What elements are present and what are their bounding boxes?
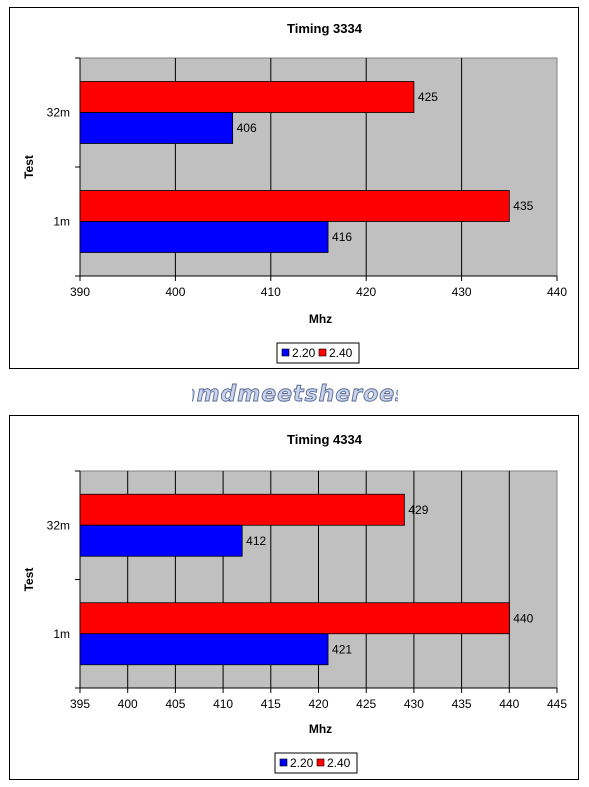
- x-tick-label: 445: [547, 697, 567, 711]
- x-tick-label: 430: [452, 285, 472, 299]
- x-tick-label: 410: [261, 285, 281, 299]
- x-tick-label: 440: [499, 697, 519, 711]
- bar-220-1m: [79, 221, 329, 253]
- watermark-logo: amdmeetsheroes: [192, 382, 398, 408]
- legend-box: [274, 752, 358, 774]
- legend-label: 2.40: [327, 756, 351, 770]
- watermark-text: amdmeetsheroes: [192, 382, 398, 407]
- chart-title: Timing 3334: [287, 21, 363, 36]
- x-axis-title: Mhz: [309, 722, 332, 736]
- x-tick-label: 435: [452, 697, 472, 711]
- x-tick-label: 440: [547, 285, 567, 299]
- legend-box: [276, 342, 360, 364]
- data-label: 440: [513, 611, 533, 625]
- x-tick-label: 420: [308, 697, 328, 711]
- legend-swatch: [281, 348, 290, 357]
- x-tick-label: 400: [165, 285, 185, 299]
- legend-label: 2.20: [290, 756, 314, 770]
- x-tick-label: 390: [70, 285, 90, 299]
- legend-swatch: [279, 758, 288, 767]
- bar-240-32m: [79, 81, 415, 113]
- legend-swatch: [316, 758, 325, 767]
- bar-240-1m: [79, 602, 510, 635]
- x-tick-label: 395: [70, 697, 90, 711]
- x-tick-label: 425: [356, 697, 376, 711]
- y-category-label: 32m: [47, 106, 70, 120]
- chart-timing-3334: 390 400 410 420 430 440 1m 435 416 32m 425 406 Timin…: [22, 21, 567, 364]
- y-category-label: 1m: [53, 215, 70, 229]
- y-category-label: 1m: [53, 627, 70, 641]
- data-label: 429: [408, 503, 428, 517]
- bar-240-1m: [79, 190, 510, 222]
- bar-220-32m: [79, 112, 234, 144]
- legend-label: 2.20: [292, 346, 316, 360]
- bar-220-1m: [79, 633, 329, 666]
- data-label: 416: [332, 230, 352, 244]
- legend-swatch: [318, 348, 327, 357]
- x-tick-label: 405: [165, 697, 185, 711]
- x-tick-label: 420: [356, 285, 376, 299]
- data-label: 435: [513, 199, 533, 213]
- data-label: 406: [237, 121, 257, 135]
- chart-panel-timing-4334: 395 400 405 410 415 420 425 430 435 440 445 1m 440 42…: [9, 415, 579, 780]
- bar-220-32m: [79, 524, 243, 557]
- legend-label: 2.40: [329, 346, 353, 360]
- chart-panel-timing-3334: 390 400 410 420 430 440 1m 435 416 32m 425 406 Timin…: [9, 7, 579, 369]
- data-label: 425: [418, 90, 438, 104]
- data-label: 421: [332, 642, 352, 656]
- chart-title: Timing 4334: [287, 432, 363, 447]
- chart-timing-4334: 395 400 405 410 415 420 425 430 435 440 445 1m 440 42…: [22, 432, 567, 774]
- bar-240-32m: [79, 493, 405, 526]
- x-tick-label: 400: [118, 697, 138, 711]
- y-category-label: 32m: [47, 518, 70, 532]
- x-tick-label: 415: [261, 697, 281, 711]
- x-tick-label: 430: [404, 697, 424, 711]
- x-tick-label: 410: [213, 697, 233, 711]
- y-axis-title: Test: [22, 155, 36, 179]
- y-axis-title: Test: [22, 568, 36, 592]
- x-axis-title: Mhz: [309, 312, 332, 326]
- data-label: 412: [246, 534, 266, 548]
